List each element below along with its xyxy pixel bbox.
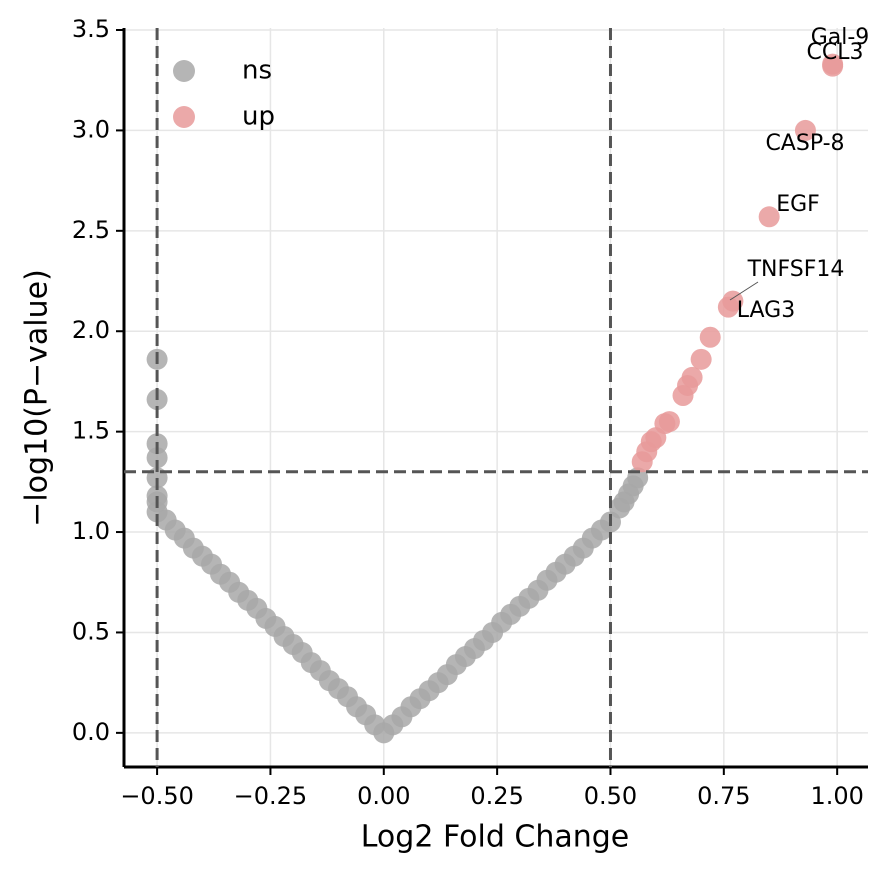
- x-tick-label: −0.25: [234, 782, 308, 810]
- point: [758, 206, 780, 228]
- annotation: CASP-8: [765, 131, 844, 156]
- y-axis-label: −log10(P−value): [20, 269, 55, 527]
- y-tick-label: 2.0: [72, 316, 110, 344]
- y-tick-label: 3.5: [72, 15, 110, 43]
- point: [794, 119, 816, 141]
- x-tick-label: −0.50: [120, 782, 194, 810]
- x-tick-label: 0.75: [697, 782, 750, 810]
- point: [722, 290, 744, 312]
- annotation: Gal-9: [811, 25, 870, 50]
- legend-marker: [173, 60, 195, 82]
- annotation-leader: [729, 281, 759, 301]
- point: [658, 411, 680, 433]
- point: [822, 53, 844, 75]
- x-axis-label: Log2 Fold Change: [361, 820, 630, 855]
- y-tick-label: 1.0: [72, 517, 110, 545]
- point: [146, 485, 168, 507]
- annotation: TNFSF14: [747, 257, 845, 282]
- x-tick-label: 0.50: [584, 782, 637, 810]
- x-tick-label: 0.00: [357, 782, 410, 810]
- y-tick-label: 0.0: [72, 718, 110, 746]
- legend-label: ns: [242, 56, 272, 86]
- y-tick-label: 3.0: [72, 115, 110, 143]
- legend-marker: [173, 106, 195, 128]
- point: [690, 348, 712, 370]
- annotation: CCL3: [807, 40, 864, 65]
- point: [699, 326, 721, 348]
- y-tick-label: 0.5: [72, 617, 110, 645]
- y-tick-label: 2.5: [72, 216, 110, 244]
- x-tick-label: 1.00: [810, 782, 863, 810]
- legend-label: up: [242, 102, 275, 132]
- x-tick-label: 0.25: [470, 782, 523, 810]
- point: [681, 366, 703, 388]
- y-tick-label: 1.5: [72, 417, 110, 445]
- annotation: EGF: [776, 192, 820, 217]
- annotation: LAG3: [737, 298, 795, 323]
